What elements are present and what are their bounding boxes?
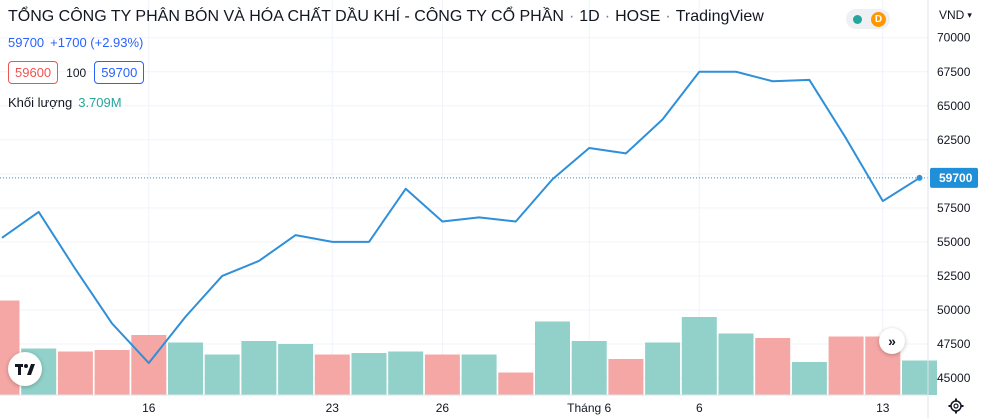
price-tick-label: 65000 bbox=[937, 99, 971, 113]
price-tick-label: 52500 bbox=[937, 269, 971, 283]
volume-layer bbox=[0, 300, 937, 395]
bid-button[interactable]: 59600 bbox=[8, 61, 59, 84]
volume-bar bbox=[388, 351, 424, 395]
volume-bar bbox=[461, 354, 497, 395]
price-tick-label: 45000 bbox=[937, 371, 971, 385]
bid-ask-row: 59600 100 59700 bbox=[8, 61, 145, 84]
price-tick-label: 62500 bbox=[937, 133, 971, 147]
grid-layer bbox=[0, 0, 928, 395]
price-tick-label: 70000 bbox=[937, 31, 971, 45]
time-tick-label: 23 bbox=[326, 401, 340, 415]
time-tick-label: 16 bbox=[142, 401, 156, 415]
volume-bar bbox=[351, 353, 387, 395]
volume-bar bbox=[755, 338, 791, 395]
last-price: 59700 bbox=[8, 35, 45, 50]
volume-bar bbox=[828, 336, 864, 395]
scroll-to-realtime-button[interactable]: » bbox=[879, 328, 905, 354]
volume-bar bbox=[278, 344, 314, 395]
price-tick-label: 50000 bbox=[937, 303, 971, 317]
delayed-data-icon: D bbox=[871, 11, 886, 27]
price-line-layer bbox=[0, 70, 928, 365]
volume-bar bbox=[204, 354, 240, 395]
volume-bar bbox=[718, 333, 754, 395]
symbol-name: TỔNG CÔNG TY PHÂN BÓN VÀ HÓA CHẤT DẦU KH… bbox=[8, 8, 564, 25]
volume-bar bbox=[571, 341, 607, 395]
time-tick-label: Tháng 6 bbox=[567, 401, 611, 415]
volume-bar bbox=[131, 335, 167, 395]
market-open-dot-icon bbox=[853, 14, 862, 24]
volume-bar bbox=[241, 341, 277, 395]
price-line bbox=[1, 70, 921, 365]
header-separator: · bbox=[568, 8, 575, 25]
gear-icon bbox=[948, 398, 964, 414]
chevron-down-icon: ▾ bbox=[967, 9, 972, 20]
currency-label: VND bbox=[939, 8, 965, 22]
double-chevron-right-icon: » bbox=[888, 333, 896, 349]
price-tick-label: 55000 bbox=[937, 235, 971, 249]
volume-bar bbox=[608, 359, 644, 395]
last-price-dot bbox=[916, 174, 923, 181]
time-axis: 16 23 26 Tháng 6 6 13 bbox=[0, 394, 928, 415]
volume-bar bbox=[57, 351, 93, 395]
last-price-label: 59700 bbox=[939, 171, 973, 185]
volume-bar bbox=[314, 354, 350, 395]
volume-bar bbox=[791, 362, 827, 395]
volume-bar bbox=[498, 372, 534, 395]
volume-bar bbox=[535, 321, 570, 395]
last-price-label-bg bbox=[930, 167, 978, 188]
price-tick-label: 47500 bbox=[937, 337, 971, 351]
source-label: TradingView bbox=[675, 8, 764, 25]
exchange-label: HOSE bbox=[615, 8, 661, 25]
volume-bar bbox=[94, 350, 130, 395]
volume-bar bbox=[168, 342, 203, 395]
spread-value: 100 bbox=[66, 65, 87, 80]
time-tick-label: 6 bbox=[696, 401, 703, 415]
volume-label: Khối lượng bbox=[8, 95, 73, 110]
symbol-header: TỔNG CÔNG TY PHÂN BÓN VÀ HÓA CHẤT DẦU KH… bbox=[8, 8, 764, 26]
chart-settings-button[interactable] bbox=[946, 396, 966, 416]
market-status-badge[interactable]: D bbox=[846, 9, 890, 29]
tradingview-logo-icon[interactable] bbox=[8, 352, 42, 386]
header-separator: · bbox=[604, 8, 611, 25]
time-tick-label: 26 bbox=[436, 401, 450, 415]
price-tick-label: 67500 bbox=[937, 65, 971, 79]
price-change-line: 59700 +1700 (+2.93%) bbox=[8, 35, 143, 50]
volume-bar bbox=[902, 360, 937, 395]
volume-bar bbox=[424, 354, 460, 395]
time-tick-label: 13 bbox=[876, 401, 890, 415]
currency-selector[interactable]: VND ▾ bbox=[939, 8, 972, 22]
price-change: +1700 (+2.93%) bbox=[50, 35, 144, 50]
volume-bar bbox=[681, 317, 717, 395]
tradingview-logo-glyph bbox=[15, 364, 35, 375]
interval-label[interactable]: 1D bbox=[579, 8, 600, 25]
volume-legend: Khối lượng 3.709M bbox=[8, 95, 122, 110]
header-separator: · bbox=[665, 8, 671, 25]
volume-bar bbox=[645, 342, 681, 395]
ask-button[interactable]: 59700 bbox=[94, 61, 145, 84]
price-tick-label: 57500 bbox=[937, 201, 971, 215]
volume-value: 3.709M bbox=[78, 95, 122, 110]
price-axis: 45000 47500 50000 52500 55000 57500 62500 65000… bbox=[927, 0, 978, 418]
